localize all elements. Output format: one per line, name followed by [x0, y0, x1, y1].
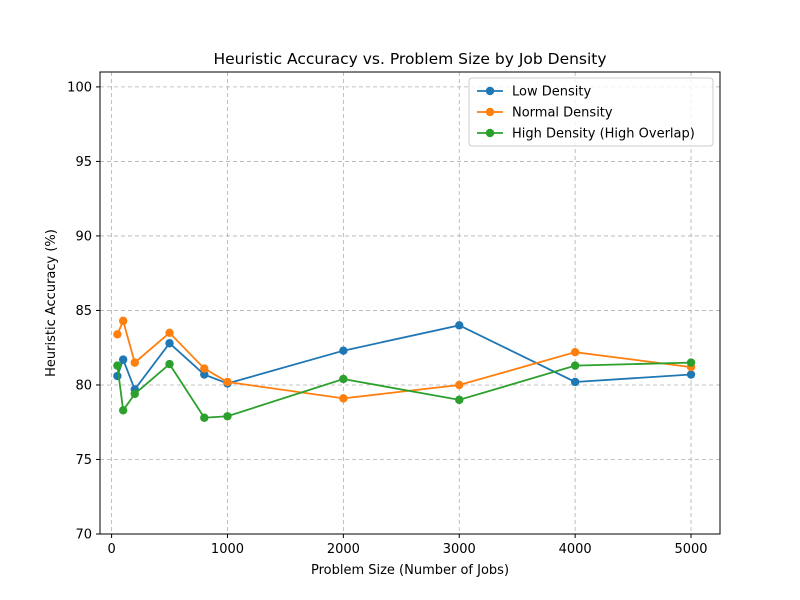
axis-ticks: 0 1000 2000 3000 4000 5000 70 75 80 85 90 95 100 [67, 80, 707, 557]
data-point [570, 347, 580, 357]
data-point [570, 361, 580, 370]
y-tick-label: 90 [75, 229, 92, 244]
series-line [116, 361, 692, 419]
data-point [200, 413, 209, 422]
data-point [686, 370, 696, 379]
legend-marker [485, 128, 495, 138]
x-axis-title: Problem Size (Number of Jobs) [311, 563, 509, 578]
legend: Low Density Normal Density High Density (H… [468, 77, 714, 147]
data-point [455, 380, 464, 390]
legend-marker [485, 86, 495, 96]
plot-area-frame [99, 71, 721, 535]
data-point [118, 406, 128, 415]
x-tick-label: 5000 [674, 542, 707, 557]
series-0 [113, 321, 696, 394]
legend-marker [485, 107, 495, 117]
data-point [165, 328, 174, 338]
data-point [455, 321, 464, 330]
x-tick-label: 0 [107, 542, 115, 557]
data-point [118, 355, 128, 364]
data-point [223, 377, 232, 387]
y-tick-label: 75 [75, 453, 92, 468]
y-tick-label: 95 [75, 155, 92, 170]
x-tick-label: 1000 [211, 542, 244, 557]
data-point [113, 330, 122, 339]
series-layer [113, 316, 696, 422]
data-point [200, 370, 209, 379]
data-point [570, 377, 580, 387]
series-line [116, 318, 692, 400]
data-point [339, 346, 348, 355]
data-point [113, 371, 122, 381]
data-point [200, 364, 209, 373]
data-point [130, 389, 139, 399]
legend-label: Low Density [512, 85, 591, 100]
x-tick-label: 2000 [327, 542, 360, 557]
data-point [118, 316, 128, 326]
y-tick-label: 85 [75, 304, 92, 319]
data-point [130, 358, 139, 367]
x-tick-label: 4000 [559, 542, 592, 557]
legend-item: Normal Density [477, 106, 613, 121]
data-point [686, 358, 696, 367]
legend-box [468, 77, 714, 147]
data-point [223, 412, 232, 421]
y-axis-title: Heuristic Accuracy (%) [44, 229, 59, 377]
y-tick-label: 80 [75, 378, 92, 393]
data-point [339, 394, 348, 403]
legend-label: Normal Density [512, 106, 613, 121]
series-2 [113, 358, 696, 422]
data-point [165, 359, 174, 369]
data-point [455, 395, 464, 405]
x-tick-label: 3000 [443, 542, 476, 557]
chart-title: Heuristic Accuracy vs. Problem Size by J… [213, 50, 606, 68]
legend-item: High Density (High Overlap) [477, 127, 695, 142]
series-line [116, 324, 692, 392]
data-point [165, 339, 174, 348]
legend-item: Low Density [477, 85, 591, 100]
legend-label: High Density (High Overlap) [512, 127, 695, 142]
series-1 [113, 316, 696, 403]
y-tick-label: 70 [75, 528, 92, 543]
y-tick-label: 100 [67, 80, 92, 95]
data-point [339, 374, 348, 384]
data-point [113, 361, 122, 370]
